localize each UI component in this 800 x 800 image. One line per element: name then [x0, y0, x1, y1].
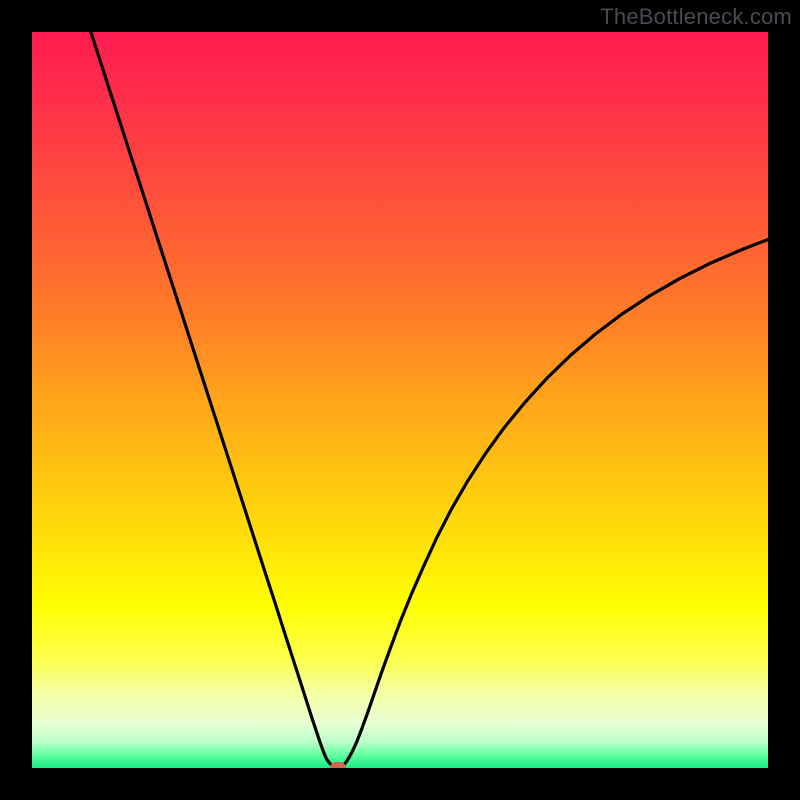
minimum-marker [330, 762, 346, 768]
plot-area [32, 32, 768, 768]
watermark-text: TheBottleneck.com [600, 4, 792, 30]
chart-frame: TheBottleneck.com [0, 0, 800, 800]
bottleneck-curve [32, 32, 768, 768]
curve-path [91, 32, 768, 768]
